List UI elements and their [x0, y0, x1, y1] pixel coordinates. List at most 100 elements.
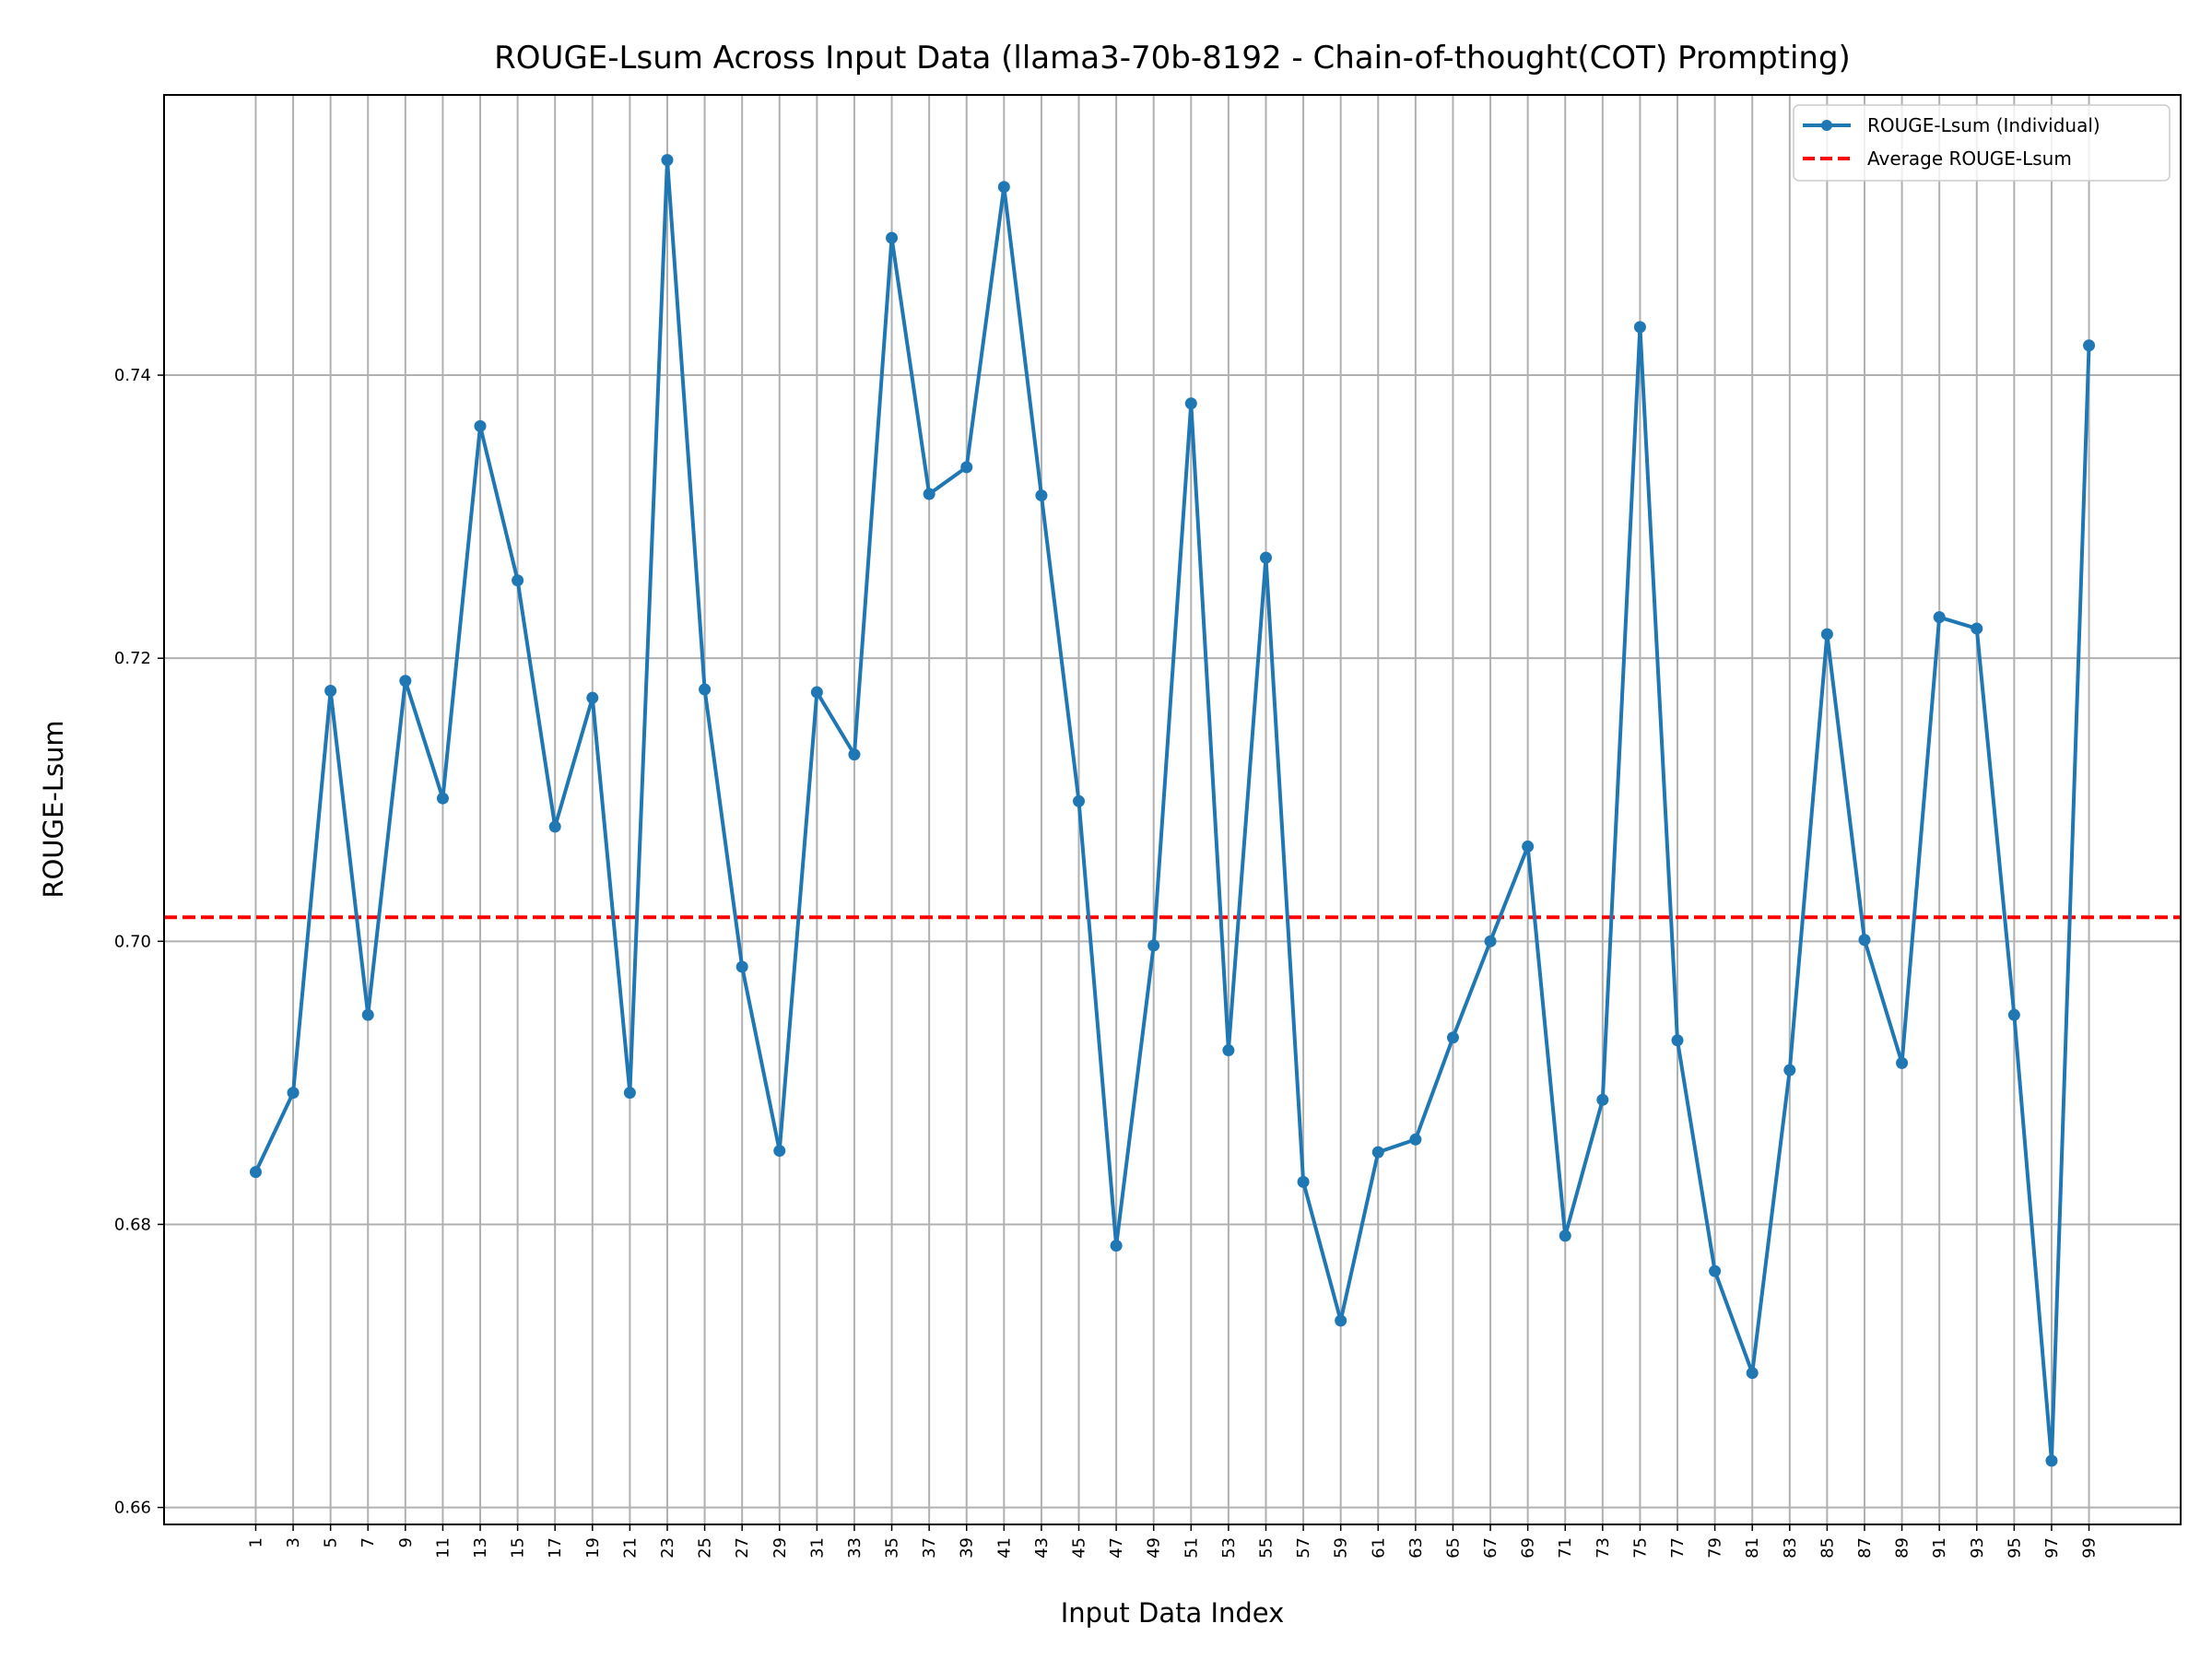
data-point [1222, 1044, 1235, 1057]
x-tick-label: 9 [396, 1537, 416, 1547]
x-tick-label: 71 [1556, 1537, 1575, 1559]
series-line-individual [253, 158, 2091, 1463]
x-tick-label: 51 [1182, 1537, 1201, 1559]
y-tick-label: 0.68 [114, 1215, 151, 1234]
data-point [2083, 339, 2096, 352]
legend-label-average: Average ROUGE-Lsum [1867, 147, 2072, 170]
data-point [1259, 551, 1272, 564]
legend-box [1793, 104, 2171, 182]
y-axis-label: ROUGE-Lsum [38, 720, 69, 898]
data-point [1858, 934, 1871, 947]
data-point [548, 820, 561, 833]
x-tick-label: 5 [322, 1537, 341, 1547]
x-tick-label: 95 [2005, 1537, 2024, 1559]
x-tick-label: 99 [2080, 1537, 2100, 1559]
data-point [586, 691, 599, 704]
data-point [436, 792, 449, 805]
data-point [735, 960, 748, 973]
x-tick-label: 13 [471, 1537, 490, 1559]
x-tick-label: 17 [546, 1537, 565, 1559]
data-point [886, 231, 899, 244]
data-point [623, 1087, 636, 1100]
data-point [2007, 1008, 2020, 1021]
x-tick-label: 91 [1930, 1537, 1949, 1559]
data-point [661, 154, 674, 167]
data-point [1184, 397, 1197, 410]
x-tick-label: 31 [807, 1537, 827, 1559]
x-tick-label: 1 [246, 1537, 265, 1547]
x-tick-label: 61 [1369, 1537, 1388, 1559]
x-tick-label: 49 [1145, 1537, 1164, 1559]
data-point [997, 181, 1010, 194]
data-point [1147, 939, 1160, 952]
data-point [512, 574, 524, 587]
data-point [399, 675, 412, 688]
data-point [361, 1008, 374, 1021]
data-point [1409, 1133, 1422, 1146]
x-tick-label: 97 [2042, 1537, 2062, 1559]
series-layer [249, 154, 2096, 1467]
x-tick-label: 27 [733, 1537, 752, 1559]
x-tick-label: 25 [696, 1537, 715, 1559]
x-tick-label: 21 [620, 1537, 640, 1559]
legend-label-individual: ROUGE-Lsum (Individual) [1867, 114, 2100, 136]
data-point [1559, 1230, 1571, 1242]
x-tick-label: 37 [920, 1537, 939, 1559]
x-tick-label: 11 [433, 1537, 453, 1559]
data-point [1335, 1314, 1347, 1327]
x-tick-label: 67 [1481, 1537, 1500, 1559]
data-point [1446, 1031, 1459, 1044]
data-point [1783, 1064, 1796, 1077]
x-tick-label: 77 [1668, 1537, 1688, 1559]
x-tick-label: 29 [771, 1537, 790, 1559]
data-point [1371, 1146, 1384, 1159]
x-tick-label: 3 [284, 1537, 303, 1547]
data-point [1596, 1093, 1609, 1106]
x-tick-label: 35 [883, 1537, 902, 1559]
x-tick-label: 39 [958, 1537, 977, 1559]
data-point [1971, 622, 1983, 635]
data-point [474, 419, 487, 432]
x-tick-label: 41 [994, 1537, 1014, 1559]
x-tick-label: 55 [1256, 1537, 1276, 1559]
data-point [1110, 1239, 1123, 1252]
y-tick-label: 0.72 [114, 649, 151, 668]
plot-frame [163, 94, 2182, 1525]
x-tick-label: 59 [1332, 1537, 1351, 1559]
x-tick-label: 53 [1219, 1537, 1239, 1559]
x-tick-label: 75 [1630, 1537, 1650, 1559]
data-point [1522, 840, 1535, 853]
y-tick-label: 0.74 [114, 366, 151, 385]
x-tick-label: 93 [1968, 1537, 1987, 1559]
data-point [1896, 1056, 1909, 1069]
x-tick-label: 69 [1519, 1537, 1538, 1559]
y-tick-label: 0.70 [114, 932, 151, 951]
x-axis-label: Input Data Index [1061, 1597, 1285, 1629]
x-tick-label: 15 [509, 1537, 528, 1559]
data-point [1633, 321, 1646, 334]
x-tick-label: 83 [1781, 1537, 1800, 1559]
x-tick-label: 79 [1706, 1537, 1725, 1559]
data-point [960, 461, 973, 474]
data-point [1484, 935, 1497, 947]
data-point [1746, 1367, 1759, 1380]
y-tick-label: 0.66 [114, 1499, 151, 1518]
x-axis-ticks: 1 3 5 7 9 11 13 15 17 19 21 23 25 27 29 31 33 35 37 39 41 43 4… [246, 1524, 2100, 1559]
x-tick-label: 19 [583, 1537, 603, 1559]
x-tick-label: 45 [1070, 1537, 1089, 1559]
data-point [249, 1166, 262, 1179]
x-tick-label: 47 [1107, 1537, 1126, 1559]
legend-marker-individual [1821, 120, 1832, 131]
x-tick-label: 89 [1893, 1537, 1912, 1559]
x-tick-label: 63 [1406, 1537, 1426, 1559]
chart-title: ROUGE-Lsum Across Input Data (llama3-70b… [494, 40, 1851, 76]
data-point [923, 488, 935, 500]
data-point [1709, 1265, 1722, 1277]
grid [164, 95, 2181, 1524]
y-axis-ticks: 0.66 0.68 0.70 0.72 0.74 [114, 366, 164, 1518]
data-point [1297, 1175, 1310, 1188]
x-tick-label: 65 [1443, 1537, 1463, 1559]
x-tick-label: 43 [1032, 1537, 1052, 1559]
data-point [1073, 794, 1086, 807]
